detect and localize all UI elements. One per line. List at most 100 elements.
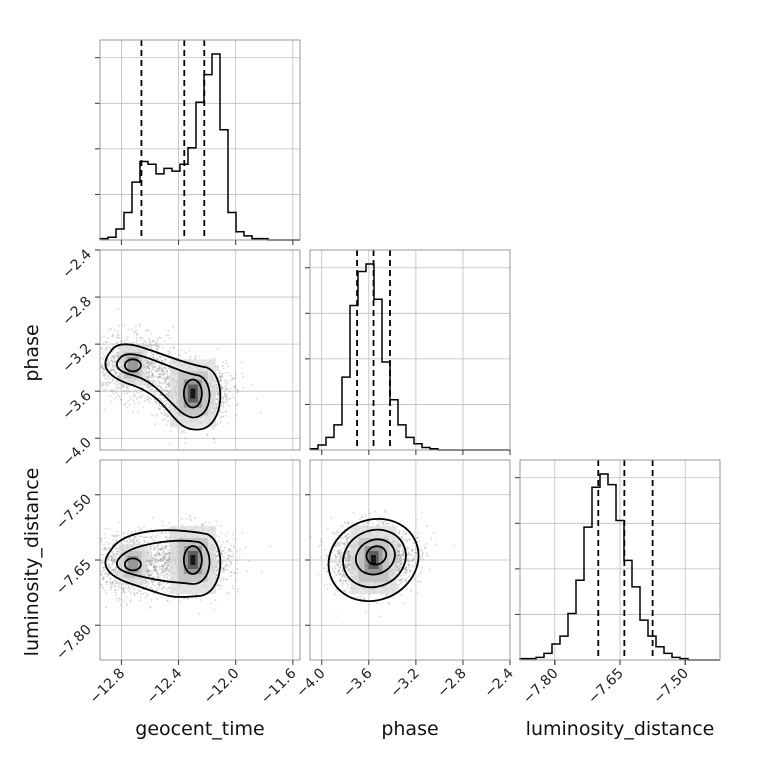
sample-point: [181, 524, 184, 526]
sample-point: [138, 529, 141, 532]
sample-point: [225, 393, 228, 396]
sample-point: [217, 554, 220, 556]
sample-point: [112, 351, 114, 353]
sample-point: [233, 538, 236, 541]
sample-point: [223, 566, 226, 568]
sample-point: [90, 576, 92, 578]
sample-point: [218, 584, 220, 587]
sample-point: [115, 597, 118, 600]
sample-point: [96, 363, 98, 365]
sample-point: [141, 336, 144, 339]
sample-point: [163, 367, 166, 370]
sample-point: [212, 438, 215, 441]
sample-point: [222, 568, 225, 570]
sample-point: [167, 393, 170, 395]
sample-point: [112, 553, 115, 556]
sample-point: [108, 378, 110, 381]
sample-point: [113, 357, 116, 360]
sample-point: [153, 549, 156, 551]
sample-point: [167, 415, 169, 417]
sample-point: [165, 556, 168, 559]
sample-point: [164, 388, 167, 391]
sample-point: [106, 358, 109, 361]
sample-point: [143, 399, 146, 402]
sample-point: [146, 395, 149, 398]
sample-point: [227, 365, 229, 368]
sample-point: [215, 405, 218, 407]
sample-point: [221, 553, 224, 556]
sample-point: [148, 396, 151, 399]
sample-point: [158, 548, 161, 551]
sample-point: [146, 386, 149, 389]
density-cell: [190, 388, 196, 399]
sample-point: [135, 325, 137, 328]
sample-point: [240, 361, 243, 364]
sample-point: [150, 380, 153, 382]
sample-point: [93, 356, 95, 358]
sample-point: [220, 376, 223, 379]
sample-point: [164, 545, 166, 548]
sample-point: [201, 524, 204, 526]
sample-point: [156, 357, 158, 360]
sample-point: [162, 382, 165, 384]
sample-point: [156, 364, 159, 367]
sample-point: [153, 362, 156, 365]
sample-point: [147, 386, 150, 389]
sample-point: [109, 370, 112, 373]
sample-point: [88, 388, 90, 390]
sample-point: [102, 358, 105, 361]
sample-point: [179, 354, 181, 356]
sample-point: [111, 368, 114, 371]
sample-point: [147, 552, 150, 554]
sample-point: [116, 553, 118, 556]
sample-point: [148, 574, 151, 576]
sample-point: [111, 365, 114, 368]
sample-point: [157, 583, 160, 586]
sample-point: [116, 582, 119, 585]
sample-point: [220, 555, 223, 558]
sample-point: [169, 354, 172, 357]
sample-point: [116, 572, 119, 574]
sample-point: [110, 389, 112, 392]
sample-point: [111, 360, 114, 363]
sample-point: [221, 386, 223, 388]
sample-point: [155, 382, 157, 385]
sample-point: [163, 586, 166, 589]
sample-point: [220, 384, 223, 387]
sample-point: [157, 345, 160, 347]
sample-point: [152, 579, 155, 582]
sample-point: [172, 326, 175, 328]
sample-point: [146, 385, 148, 388]
sample-point: [111, 389, 114, 392]
sample-point: [154, 400, 157, 403]
sample-point: [228, 555, 231, 557]
sample-point: [161, 532, 164, 535]
sample-point: [224, 379, 227, 382]
sample-point: [162, 370, 165, 373]
sample-point: [146, 584, 149, 587]
sample-point: [160, 558, 162, 560]
sample-point: [114, 374, 117, 376]
sample-point: [166, 383, 169, 386]
sample-point: [107, 565, 110, 568]
sample-point: [86, 341, 88, 343]
sample-point: [216, 365, 218, 368]
sample-point: [231, 377, 234, 380]
sample-point: [152, 367, 154, 369]
sample-point: [230, 379, 233, 382]
sample-point: [152, 376, 155, 378]
sample-point: [123, 591, 125, 593]
sample-point: [219, 372, 221, 374]
sample-point: [248, 560, 251, 562]
sample-point: [158, 553, 161, 556]
sample-point: [156, 402, 158, 405]
sample-point: [105, 347, 108, 350]
sample-point: [166, 582, 169, 585]
sample-point: [221, 566, 224, 569]
sample-point: [117, 347, 120, 350]
sample-point: [119, 399, 122, 401]
sample-point: [155, 348, 158, 351]
sample-point: [104, 537, 106, 540]
sample-point: [97, 586, 99, 588]
sample-point: [130, 398, 133, 400]
